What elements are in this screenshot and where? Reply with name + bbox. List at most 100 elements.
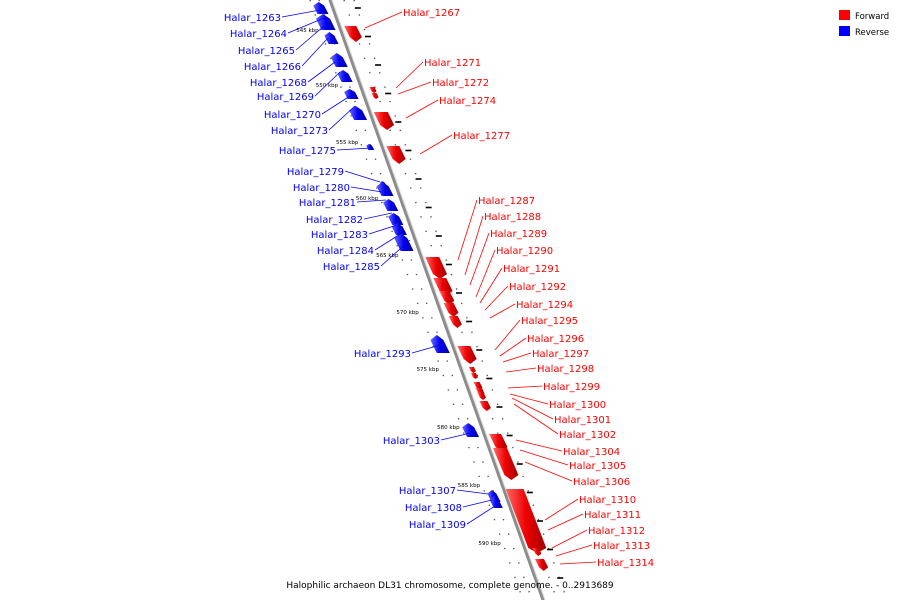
- gene-label[interactable]: Halar_1275: [279, 146, 336, 157]
- forward-gene[interactable]: [448, 316, 462, 328]
- forward-gene[interactable]: [369, 87, 377, 93]
- leader-line: [287, 17, 325, 34]
- leader-line: [519, 449, 569, 466]
- gene-label[interactable]: Halar_1281: [299, 198, 356, 209]
- forward-gene[interactable]: [439, 291, 455, 305]
- gene-label[interactable]: Halar_1307: [399, 486, 456, 497]
- forward-gene[interactable]: [373, 112, 395, 130]
- reverse-gene[interactable]: [366, 144, 375, 150]
- gene-label[interactable]: Halar_1279: [287, 167, 344, 178]
- gene-label[interactable]: Halar_1294: [516, 300, 573, 311]
- forward-gene[interactable]: [493, 448, 519, 480]
- gene-label[interactable]: Halar_1270: [264, 110, 321, 121]
- gene-label[interactable]: Halar_1306: [573, 477, 630, 488]
- reverse-gene[interactable]: [383, 199, 399, 211]
- reverse-gene[interactable]: [337, 70, 353, 82]
- forward-gene[interactable]: [344, 26, 362, 42]
- gene-label[interactable]: Halar_1308: [405, 503, 462, 514]
- forward-gene[interactable]: [479, 401, 491, 411]
- reverse-gene[interactable]: [489, 496, 503, 508]
- leader-line: [344, 170, 381, 183]
- leader-line: [479, 267, 503, 304]
- gene-label[interactable]: Halar_1280: [293, 183, 350, 194]
- gene-label[interactable]: Halar_1264: [230, 29, 287, 40]
- forward-gene[interactable]: [534, 559, 549, 571]
- gene-label[interactable]: Halar_1313: [593, 541, 650, 552]
- forward-gene[interactable]: [457, 346, 477, 364]
- tick-label: 575 kbp: [417, 367, 440, 373]
- gene-label[interactable]: Halar_1274: [439, 96, 496, 107]
- tick-label: 565 kbp: [376, 253, 399, 259]
- leader-line: [328, 105, 356, 131]
- gene-label[interactable]: Halar_1283: [311, 230, 368, 241]
- gene-label[interactable]: Halar_1293: [354, 349, 411, 360]
- gene-label[interactable]: Halar_1312: [588, 526, 645, 537]
- leader-line: [547, 513, 584, 531]
- gene-label[interactable]: Halar_1267: [403, 8, 460, 19]
- map-caption: Halophilic archaeon DL31 chromosome, com…: [286, 581, 614, 591]
- gene-label[interactable]: Halar_1291: [503, 264, 560, 275]
- leader-line: [494, 319, 521, 351]
- reverse-gene[interactable]: [462, 423, 480, 437]
- gene-label[interactable]: Halar_1301: [554, 415, 611, 426]
- reverse-gene[interactable]: [344, 89, 359, 99]
- tick-label: 590 kbp: [478, 541, 501, 547]
- forward-gene[interactable]: [468, 367, 476, 373]
- gene-label[interactable]: Halar_1273: [271, 126, 328, 137]
- gene-label[interactable]: Halar_1285: [323, 262, 380, 273]
- gene-label[interactable]: Halar_1314: [597, 558, 654, 569]
- gene-label[interactable]: Halar_1300: [549, 400, 606, 411]
- gene-label[interactable]: Halar_1296: [527, 334, 584, 345]
- gene-label[interactable]: Halar_1299: [543, 382, 600, 393]
- gene-label[interactable]: Halar_1302: [559, 430, 616, 441]
- forward-gene[interactable]: [470, 373, 478, 379]
- leader-line: [295, 25, 325, 51]
- forward-gene[interactable]: [505, 489, 547, 553]
- gene-label[interactable]: Halar_1272: [432, 78, 489, 89]
- gene-label[interactable]: Halar_1271: [424, 58, 481, 69]
- gene-label[interactable]: Halar_1265: [238, 46, 295, 57]
- leader-line: [321, 95, 351, 115]
- gene-label[interactable]: Halar_1310: [579, 495, 636, 506]
- reverse-gene[interactable]: [394, 233, 414, 251]
- gene-label[interactable]: Halar_1303: [383, 436, 440, 447]
- forward-gene[interactable]: [443, 303, 459, 317]
- reverse-gene[interactable]: [316, 14, 336, 30]
- reverse-gene[interactable]: [376, 182, 394, 196]
- leader-line: [350, 186, 383, 193]
- reverse-gene[interactable]: [388, 213, 404, 225]
- forward-gene[interactable]: [489, 434, 508, 452]
- reverse-gene[interactable]: [313, 2, 329, 14]
- gene-label[interactable]: Halar_1289: [490, 229, 547, 240]
- reverse-gene[interactable]: [324, 32, 339, 44]
- gene-label[interactable]: Halar_1290: [496, 246, 553, 257]
- gene-label[interactable]: Halar_1263: [224, 13, 281, 24]
- gene-label[interactable]: Halar_1266: [244, 62, 301, 73]
- reverse-gene[interactable]: [330, 53, 348, 67]
- gene-label[interactable]: Halar_1292: [509, 282, 566, 293]
- forward-gene[interactable]: [425, 257, 447, 279]
- gene-label[interactable]: Halar_1297: [532, 349, 589, 360]
- gene-label[interactable]: Halar_1309: [409, 520, 466, 531]
- gene-label[interactable]: Halar_1282: [306, 215, 363, 226]
- gene-label[interactable]: Halar_1268: [250, 78, 307, 89]
- gene-label[interactable]: Halar_1288: [484, 212, 541, 223]
- tick-label: 555 kbp: [336, 140, 359, 146]
- gene-label[interactable]: Halar_1298: [537, 364, 594, 375]
- gene-label[interactable]: Halar_1305: [569, 461, 626, 472]
- gene-label[interactable]: Halar_1304: [563, 447, 620, 458]
- gene-label[interactable]: Halar_1277: [453, 131, 510, 142]
- gene-label[interactable]: Halar_1269: [257, 92, 314, 103]
- forward-gene[interactable]: [386, 146, 406, 164]
- reverse-gene[interactable]: [430, 335, 450, 353]
- forward-gene[interactable]: [371, 93, 379, 99]
- gene-label[interactable]: Halar_1284: [317, 246, 374, 257]
- forward-gene[interactable]: [477, 392, 486, 400]
- gene-label[interactable]: Halar_1287: [478, 196, 535, 207]
- forward-gene[interactable]: [532, 548, 542, 556]
- reverse-gene[interactable]: [349, 106, 368, 120]
- gene-label[interactable]: Halar_1295: [521, 316, 578, 327]
- leader-line: [551, 529, 588, 549]
- reverse-gene[interactable]: [391, 223, 407, 235]
- gene-label[interactable]: Halar_1311: [584, 510, 641, 521]
